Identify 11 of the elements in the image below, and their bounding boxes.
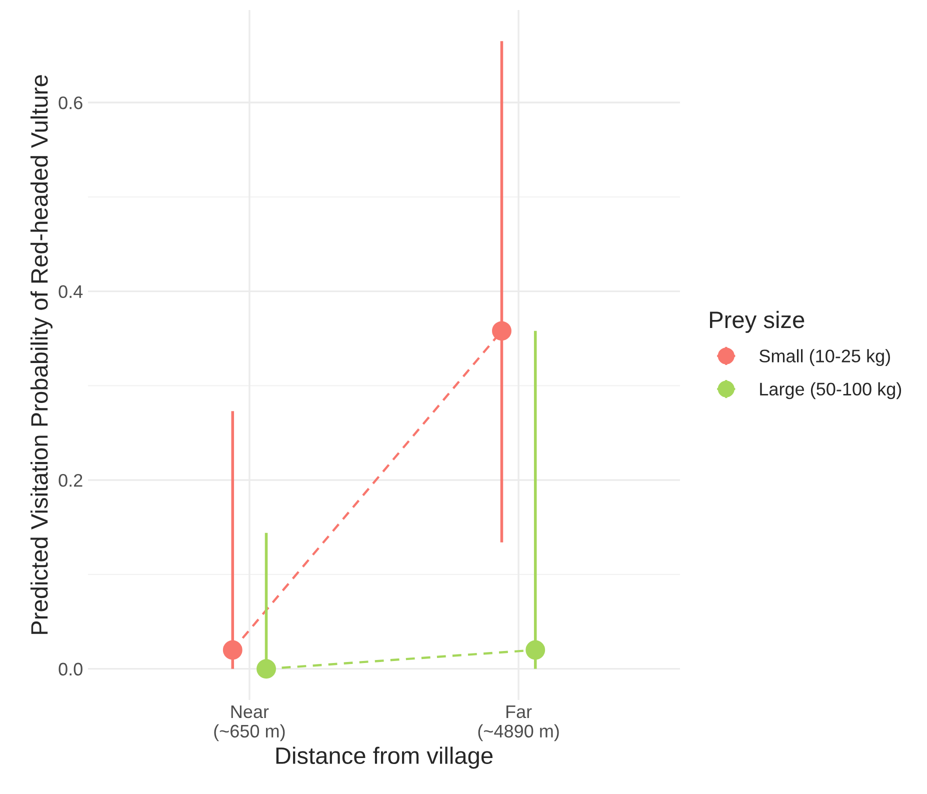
y-tick-label: 0.6 bbox=[58, 96, 82, 110]
legend-label: Small (10-25 kg) bbox=[759, 349, 890, 366]
y-tick-label: 0.0 bbox=[58, 662, 82, 676]
x-axis-title: Distance from village bbox=[276, 746, 493, 769]
legend-label: Large (50-100 kg) bbox=[760, 382, 902, 400]
y-tick-label: 0.4 bbox=[58, 285, 83, 298]
x-tick-label: Near (~650 m) bbox=[214, 706, 285, 742]
y-axis-title: Predicted Visitation Probability of Red-headed Vulture bbox=[30, 75, 52, 634]
x-tick-label: Far (~4890 m) bbox=[478, 706, 559, 742]
legend-title: Prey size bbox=[710, 310, 804, 333]
y-tick-label: 0.2 bbox=[58, 474, 82, 487]
